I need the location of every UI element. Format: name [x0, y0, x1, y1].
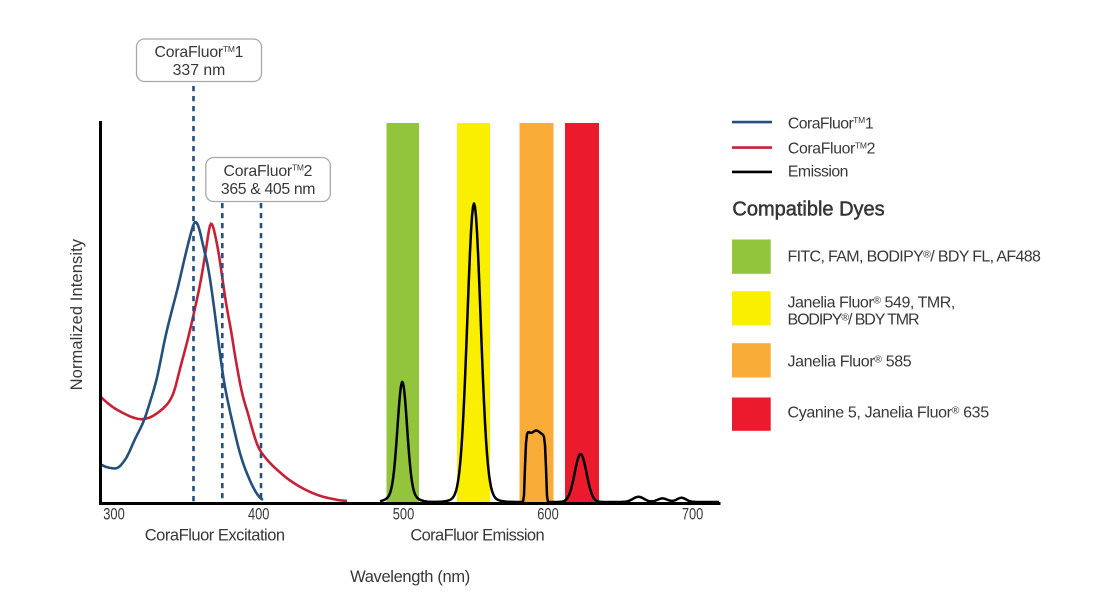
svg-text:Janelia Fluor® 549, TMR,: Janelia Fluor® 549, TMR,: [788, 295, 955, 312]
svg-text:Janelia Fluor® 585: Janelia Fluor® 585: [788, 354, 912, 371]
svg-text:Emission: Emission: [788, 163, 848, 180]
svg-text:CoraFluorTM2: CoraFluorTM2: [788, 140, 876, 157]
svg-text:CoraFluorTM1: CoraFluorTM1: [155, 44, 244, 61]
svg-text:CoraFluorTM2: CoraFluorTM2: [224, 163, 313, 180]
svg-text:Compatible Dyes: Compatible Dyes: [732, 199, 884, 221]
svg-text:Cyanine 5, Janelia Fluor® 635: Cyanine 5, Janelia Fluor® 635: [788, 405, 990, 422]
svg-text:365 & 405 nm: 365 & 405 nm: [221, 181, 315, 198]
svg-text:Wavelength (nm): Wavelength (nm): [350, 568, 470, 586]
svg-text:500: 500: [393, 505, 415, 523]
svg-text:400: 400: [248, 505, 270, 523]
svg-text:337 nm: 337 nm: [173, 62, 226, 79]
svg-text:BODIPY®/ BDY TMR: BODIPY®/ BDY TMR: [788, 312, 919, 329]
svg-text:FITC, FAM, BODIPY®/ BDY FL, AF: FITC, FAM, BODIPY®/ BDY FL, AF488: [788, 248, 1042, 265]
svg-text:CoraFluor Excitation: CoraFluor Excitation: [145, 526, 285, 544]
svg-text:Normalized Intensity: Normalized Intensity: [68, 238, 86, 390]
svg-text:CoraFluorTM1: CoraFluorTM1: [788, 115, 874, 132]
svg-text:CoraFluor Emission: CoraFluor Emission: [410, 526, 544, 544]
svg-text:600: 600: [537, 505, 559, 523]
svg-text:300: 300: [103, 505, 125, 523]
svg-text:700: 700: [682, 505, 704, 523]
